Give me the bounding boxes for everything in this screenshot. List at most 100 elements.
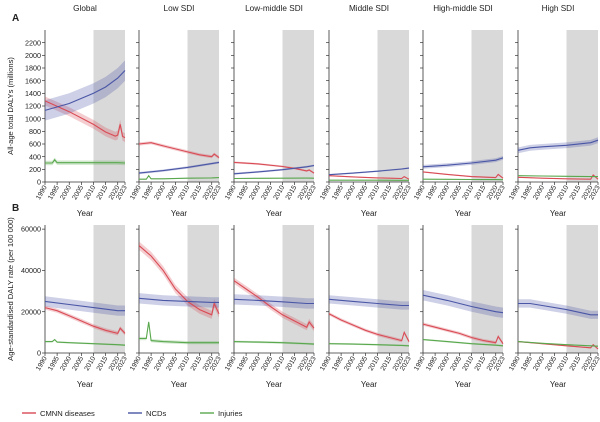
x-tick-label: 2005 xyxy=(71,355,85,372)
x-tick-label: 1990 xyxy=(224,184,238,201)
y-tick-label: 1000 xyxy=(25,114,41,123)
y-tick-label: 0 xyxy=(37,178,41,187)
facet-title: High-middle SDI xyxy=(433,4,493,13)
shaded-period xyxy=(93,30,125,182)
series-line-ncd xyxy=(138,297,219,303)
x-axis-label: Year xyxy=(171,380,188,389)
x-tick-label: 2005 xyxy=(260,355,274,372)
series-line-cmnn xyxy=(517,174,599,180)
x-tick-label: 2015 xyxy=(285,355,299,372)
series-line-ncd xyxy=(422,157,504,168)
x-tick-label: 2015 xyxy=(380,184,394,201)
panel-label: A xyxy=(12,13,19,24)
x-axis-label: Year xyxy=(455,209,472,218)
x-tick-label: 1995 xyxy=(425,184,439,201)
series-line-ncd xyxy=(44,70,126,111)
x-tick-label: 2015 xyxy=(96,184,110,201)
series-line-cmnn xyxy=(422,171,504,179)
x-tick-label: 2005 xyxy=(165,355,179,372)
x-tick-label: 2015 xyxy=(96,355,110,372)
y-tick-label: 1800 xyxy=(25,64,41,73)
x-tick-label: 2005 xyxy=(544,184,558,201)
x-tick-label: 2023 xyxy=(588,184,600,201)
series-line-inj xyxy=(45,158,126,164)
x-tick-label: 2000 xyxy=(437,184,451,201)
x-tick-label: 1990 xyxy=(508,355,522,372)
y-tick-label: 2200 xyxy=(25,38,41,47)
x-axis-label: Year xyxy=(77,380,94,389)
shaded-period xyxy=(187,225,219,353)
x-tick-label: 2010 xyxy=(557,355,571,372)
shaded-period xyxy=(93,225,125,353)
series-line-cmnn xyxy=(328,313,410,342)
shaded-period xyxy=(471,30,503,182)
legend-label-ncd: NCDs xyxy=(146,409,166,418)
x-tick-label: 1995 xyxy=(425,355,439,372)
series-line-ncd xyxy=(44,300,125,312)
x-tick-label: 2015 xyxy=(474,355,488,372)
x-tick-label: 1995 xyxy=(47,355,61,372)
x-tick-label: 1995 xyxy=(47,184,61,201)
x-tick-label: 2010 xyxy=(368,184,382,201)
series-line-cmnn xyxy=(44,100,126,139)
x-tick-label: 2005 xyxy=(544,355,558,372)
x-tick-label: 1995 xyxy=(141,355,155,372)
x-tick-label: 1990 xyxy=(129,184,143,201)
y-tick-label: 40000 xyxy=(21,266,41,275)
y-tick-label: 0 xyxy=(37,349,41,358)
y-tick-label: 800 xyxy=(29,127,41,136)
y-tick-label: 600 xyxy=(29,140,41,149)
shaded-period xyxy=(377,225,409,353)
x-tick-label: 2010 xyxy=(557,184,571,201)
shaded-period xyxy=(471,225,503,353)
series-line-ncd xyxy=(518,302,598,316)
series-line-ncd xyxy=(233,164,315,175)
shaded-period xyxy=(282,225,314,353)
series-line-inj xyxy=(422,339,504,347)
uncertainty-band-ncd xyxy=(139,293,219,308)
x-tick-label: 1990 xyxy=(508,184,522,201)
uncertainty-band-cmnn xyxy=(45,305,125,336)
x-axis-label: Year xyxy=(266,209,283,218)
x-tick-label: 2010 xyxy=(273,355,287,372)
uncertainty-band-inj xyxy=(139,320,219,345)
y-tick-label: 400 xyxy=(29,152,41,161)
x-axis-label: Year xyxy=(77,209,94,218)
legend-label-inj: Injuries xyxy=(218,409,243,418)
series-line-cmnn xyxy=(233,280,315,329)
x-tick-label: 2005 xyxy=(165,184,179,201)
x-tick-label: 2000 xyxy=(248,184,262,201)
uncertainty-band-cmnn xyxy=(234,161,314,175)
shaded-period xyxy=(282,30,314,182)
series-line-inj xyxy=(139,321,219,344)
x-tick-label: 2023 xyxy=(588,355,600,372)
x-tick-label: 2015 xyxy=(569,184,583,201)
y-tick-label: 1400 xyxy=(25,89,41,98)
uncertainty-band-ncd xyxy=(518,299,598,319)
x-tick-label: 2000 xyxy=(59,184,73,201)
y-tick-label: 1200 xyxy=(25,102,41,111)
uncertainty-band-cmnn xyxy=(139,241,219,319)
x-tick-label: 2010 xyxy=(178,184,192,201)
legend: CMNN diseases NCDs Injuries xyxy=(22,409,243,418)
series-line-inj xyxy=(139,174,220,180)
x-tick-label: 2000 xyxy=(153,184,167,201)
x-tick-label: 2000 xyxy=(532,355,546,372)
x-tick-label: 1990 xyxy=(319,355,333,372)
facet-title: Middle SDI xyxy=(349,4,389,13)
x-axis-label: Year xyxy=(266,380,283,389)
uncertainty-band-inj xyxy=(45,157,125,166)
y-tick-label: 200 xyxy=(29,165,41,174)
series-line-inj xyxy=(422,178,504,181)
series-line-cmnn xyxy=(138,142,220,159)
uncertainty-band-ncd xyxy=(518,137,598,154)
y-tick-label: 20000 xyxy=(21,307,41,316)
